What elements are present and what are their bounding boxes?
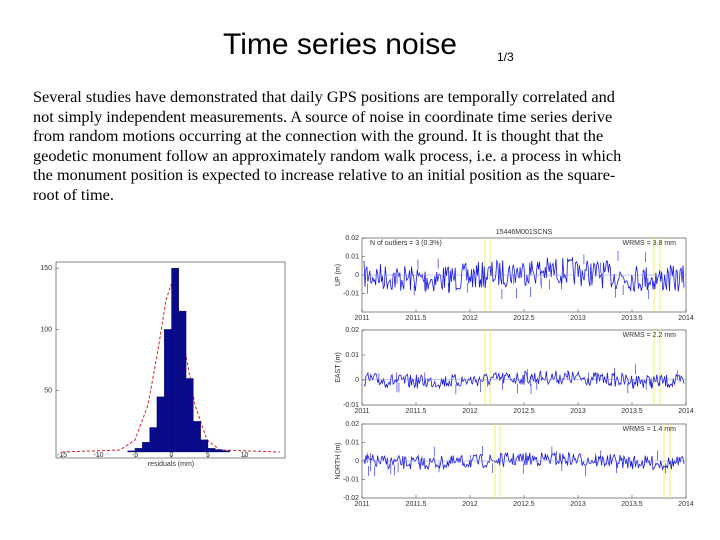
y-tick-label: 50 — [44, 388, 52, 395]
paragraph-line: not simply independent measurements. A s… — [33, 106, 613, 126]
y-tick-label: 0.02 — [345, 235, 359, 242]
x-tick-label: -15 — [57, 452, 67, 459]
y-tick-label: 150 — [40, 265, 52, 272]
histogram-bar — [164, 329, 172, 453]
x-tick-label: 2012.5 — [513, 408, 535, 415]
x-tick-label: 2011 — [354, 408, 369, 415]
paragraph-line: root of time. — [33, 184, 114, 204]
histogram-bar — [222, 450, 231, 453]
histogram-bar — [193, 421, 201, 453]
y-tick-label: 0.01 — [345, 439, 359, 446]
x-tick-label: 2012.5 — [513, 315, 535, 322]
y-tick-label: -0.01 — [343, 290, 359, 297]
y-tick-label: -0.01 — [343, 402, 359, 409]
y-axis-label: NORTH (m) — [335, 442, 342, 479]
x-tick-label: 0 — [170, 452, 174, 459]
panel-frame — [361, 329, 687, 406]
x-tick-label: 2013 — [570, 315, 586, 322]
histogram-bar — [171, 267, 179, 453]
x-tick-label: 2012 — [462, 408, 478, 415]
histogram-frame — [55, 261, 286, 459]
x-tick-label: 2012 — [462, 501, 478, 508]
paragraph-line: from random motions occurring at the con… — [33, 126, 604, 146]
x-tick-label: 2013.5 — [621, 315, 643, 322]
y-tick-label: 0.02 — [345, 421, 359, 428]
x-tick-label: 2011.5 — [406, 501, 427, 508]
paragraph: Several studies have demonstrated that d… — [33, 87, 703, 205]
histogram-bar — [178, 310, 187, 453]
page-number: 1/3 — [497, 50, 514, 64]
paragraph-line: geodetic monument follow an approximatel… — [33, 145, 622, 165]
x-tick-label: -5 — [132, 452, 138, 459]
x-tick-label: 5 — [206, 452, 210, 459]
paragraph-line: Several studies have demonstrated that d… — [33, 87, 615, 106]
x-tick-label: 2011 — [354, 315, 369, 322]
wrms-label: WRMS = 1.4 mm — [623, 426, 677, 433]
histogram-bar — [149, 427, 158, 453]
x-tick-label: 10 — [241, 452, 249, 459]
noise-trace — [363, 451, 685, 471]
y-axis-label: EAST (m) — [335, 352, 342, 383]
x-tick-label: 2011.5 — [406, 408, 427, 415]
y-tick-label: 0.01 — [345, 352, 359, 359]
wrms-label: WRMS = 2.2 mm — [623, 332, 677, 339]
x-tick-label: 2011.5 — [406, 315, 427, 322]
y-axis-label: UP (m) — [335, 264, 342, 286]
x-tick-label: 2014 — [678, 501, 694, 508]
wrms-label: WRMS = 3.8 mm — [623, 240, 677, 247]
x-tick-label: 2011 — [354, 501, 369, 508]
y-tick-label: -0.01 — [343, 476, 359, 483]
station-name: 15446M001SCNS — [496, 229, 553, 236]
y-tick-label: -0.02 — [343, 495, 359, 502]
outliers-label: N of outliers = 3 (0.3%) — [370, 240, 442, 247]
y-tick-label: 0 — [355, 458, 359, 465]
slide-title: Time series noise — [0, 28, 720, 62]
histogram-bar — [185, 378, 194, 453]
title-text: Time series noise — [223, 28, 457, 61]
x-tick-label: -10 — [93, 452, 103, 459]
noise-trace — [363, 370, 685, 390]
histogram-bar — [215, 449, 223, 453]
histogram-bar — [156, 396, 165, 453]
y-tick-label: 100 — [40, 326, 52, 333]
x-tick-label: 2012.5 — [513, 501, 535, 508]
x-tick-label: 2013 — [570, 408, 586, 415]
x-tick-label: 2013.5 — [621, 501, 643, 508]
y-tick-label: 0.01 — [345, 253, 359, 260]
y-tick-label: 0.02 — [345, 327, 359, 334]
x-tick-label: 2014 — [678, 315, 694, 322]
x-tick-label: 2012 — [462, 315, 478, 322]
paragraph-line: the monument position is expected to inc… — [33, 165, 616, 185]
histogram-bar — [200, 439, 209, 453]
y-tick-label: 0 — [355, 377, 359, 384]
y-tick-label: 0 — [355, 272, 359, 279]
x-tick-label: 2013 — [570, 501, 586, 508]
x-tick-label: 2014 — [678, 408, 694, 415]
x-axis-label: residuals (mm) — [148, 461, 194, 468]
x-tick-label: 2013.5 — [621, 408, 643, 415]
noise-trace — [363, 256, 685, 293]
histogram-bar — [142, 442, 150, 453]
